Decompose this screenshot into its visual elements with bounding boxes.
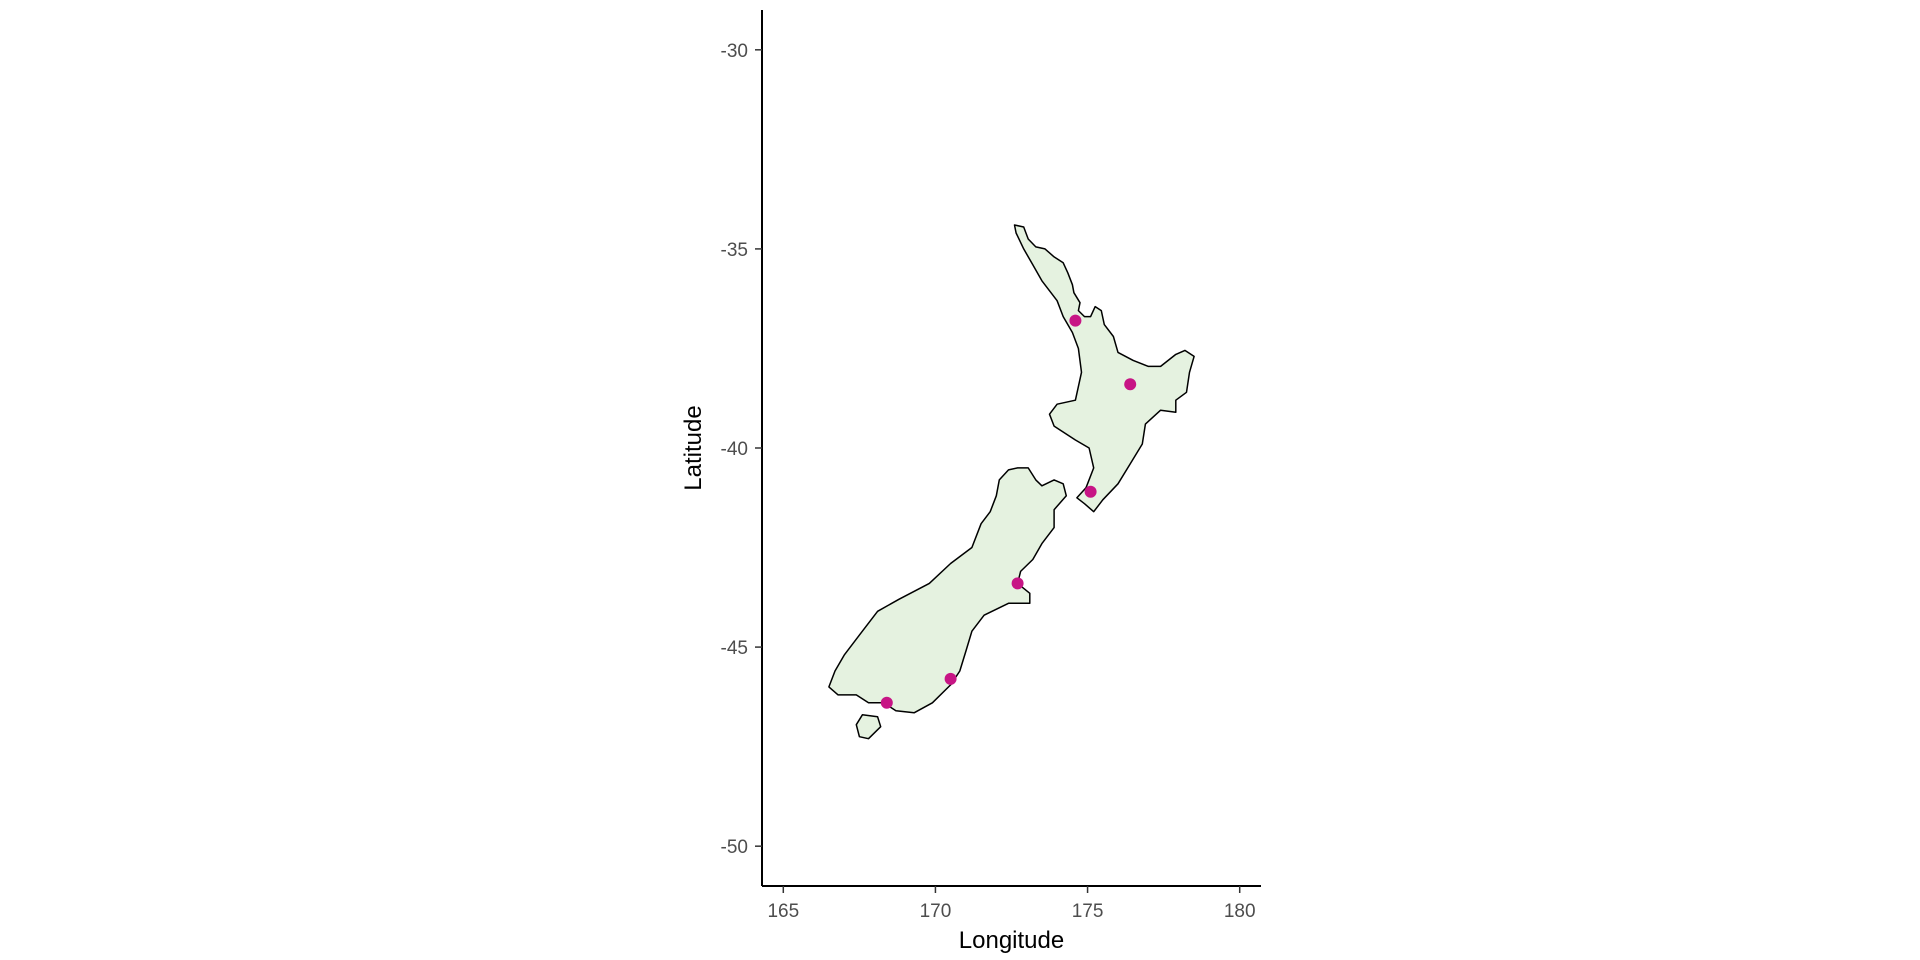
x-ticks: 165 170 175 180	[767, 886, 1256, 922]
data-point[interactable]	[1069, 314, 1082, 327]
data-point[interactable]	[1011, 577, 1024, 590]
x-tick-label: 165	[767, 901, 799, 922]
x-axis-title: Longitude	[959, 927, 1064, 954]
x-tick-label: 180	[1224, 901, 1256, 922]
data-point[interactable]	[1084, 485, 1097, 498]
land-stewart-island	[855, 714, 882, 740]
land-south-island	[828, 467, 1068, 714]
data-point[interactable]	[880, 696, 893, 709]
land-north-island	[1013, 224, 1195, 513]
x-tick-label: 175	[1072, 901, 1104, 922]
data-point[interactable]	[944, 672, 957, 685]
x-tick-label: 170	[920, 901, 952, 922]
y-ticks: -30 -35 -40 -45 -50	[721, 41, 762, 858]
y-tick-label: -35	[721, 240, 748, 261]
data-point[interactable]	[1124, 378, 1137, 391]
y-axis-title: Latitude	[680, 405, 707, 490]
points-layer	[880, 314, 1137, 709]
y-tick-label: -30	[721, 41, 748, 62]
y-tick-label: -40	[721, 439, 748, 460]
y-tick-label: -45	[721, 638, 748, 659]
land-layer	[828, 224, 1195, 740]
y-tick-label: -50	[721, 837, 748, 858]
